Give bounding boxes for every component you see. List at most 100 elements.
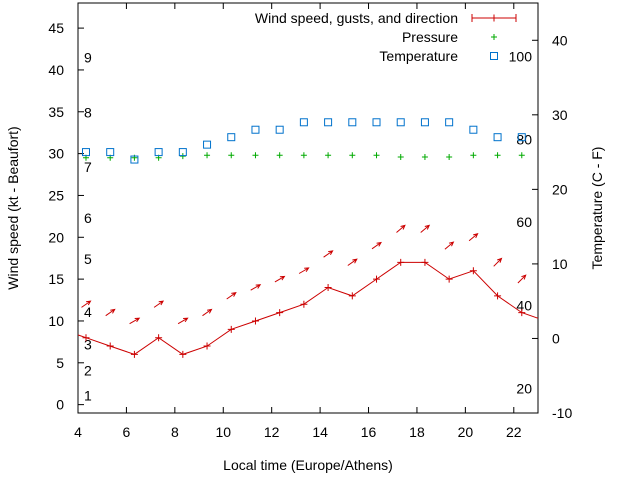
wind-speed-point xyxy=(179,350,187,358)
y-left-tick-label: 35 xyxy=(48,104,64,120)
beaufort-scale-label: 2 xyxy=(84,362,92,378)
gust-direction-arrow xyxy=(420,224,431,233)
wind-speed-point xyxy=(469,267,477,275)
beaufort-scale-label: 3 xyxy=(84,336,92,352)
fahrenheit-scale-label: 100 xyxy=(509,49,533,65)
wind-speed-point xyxy=(203,342,211,350)
legend-swatch-temperature xyxy=(490,52,498,60)
plot-area xyxy=(78,118,550,358)
fahrenheit-scale-label: 60 xyxy=(516,214,532,230)
wind-speed-point xyxy=(445,275,453,283)
pressure-point xyxy=(228,152,235,159)
gust-direction-arrow xyxy=(517,274,527,284)
y-right-tick-label: 30 xyxy=(552,107,568,123)
temperature-point xyxy=(81,148,90,157)
wind-speed-point xyxy=(155,334,163,342)
temperature-point xyxy=(275,125,284,134)
legend-label-wind: Wind speed, gusts, and direction xyxy=(255,10,458,26)
beaufort-scale-label: 4 xyxy=(84,304,92,320)
pressure-point xyxy=(300,152,307,159)
legend-label-temperature: Temperature xyxy=(379,48,458,64)
gust-direction-arrow xyxy=(493,257,503,267)
wind-speed-point xyxy=(276,309,284,317)
wind-speed-point xyxy=(227,325,235,333)
wind-speed-point xyxy=(397,258,405,266)
pressure-point xyxy=(397,153,404,160)
ticks-layer: 4 6 8 10 12 14 16 18 20 22051015202530354045-1001… xyxy=(48,3,572,440)
gust-direction-arrow xyxy=(105,308,116,317)
temperature-point xyxy=(130,155,139,164)
y-left-tick-label: 45 xyxy=(48,20,64,36)
fahrenheit-scale-label: 80 xyxy=(516,131,532,147)
x-tick-label: 10 xyxy=(215,424,231,440)
temperature-point xyxy=(251,125,260,134)
y-left-tick-label: 25 xyxy=(48,187,64,203)
gust-direction-arrow xyxy=(396,224,406,233)
temperature-point xyxy=(227,133,236,142)
x-tick-label: 4 xyxy=(74,424,82,440)
x-tick-label: 6 xyxy=(123,424,131,440)
x-axis-label: Local time (Europe/Athens) xyxy=(223,457,393,473)
temperature-point xyxy=(372,118,381,127)
temperature-point xyxy=(348,118,357,127)
temperature-point xyxy=(469,125,478,134)
x-tick-label: 12 xyxy=(264,424,280,440)
wind-speed-point xyxy=(324,283,332,291)
pressure-point xyxy=(470,152,477,159)
y-left-tick-label: 20 xyxy=(48,229,64,245)
wind-speed-point xyxy=(251,317,259,325)
temperature-point xyxy=(420,118,429,127)
fahrenheit-scale-label: 40 xyxy=(516,298,532,314)
temperature-point xyxy=(106,148,115,157)
wind-speed-point xyxy=(373,275,381,283)
pressure-point xyxy=(494,152,501,159)
x-tick-label: 16 xyxy=(361,424,377,440)
fahrenheit-scale-label: 20 xyxy=(516,380,532,396)
temperature-point xyxy=(493,133,502,142)
gust-direction-arrow xyxy=(444,241,455,250)
y-right-tick-label: 40 xyxy=(552,32,568,48)
y-left-tick-label: 0 xyxy=(56,397,64,413)
pressure-point xyxy=(518,152,525,159)
wind-speed-point xyxy=(106,342,114,350)
gust-direction-arrow xyxy=(153,300,165,308)
beaufort-scale-label: 7 xyxy=(84,159,92,175)
pressure-point xyxy=(179,153,186,160)
temperature-point xyxy=(203,140,212,149)
y-right-tick-label: -10 xyxy=(552,405,572,421)
wind-speed-point xyxy=(300,300,308,308)
x-tick-label: 18 xyxy=(409,424,425,440)
beaufort-scale-label: 5 xyxy=(84,251,92,267)
y-axis-label-left: Wind speed (kt - Beaufort) xyxy=(5,126,21,289)
gust-direction-arrow xyxy=(226,292,237,300)
legend-swatch-pressure xyxy=(491,34,497,40)
y-left-tick-label: 10 xyxy=(48,313,64,329)
y-left-tick-label: 5 xyxy=(56,355,64,371)
y-left-tick-label: 30 xyxy=(48,146,64,162)
beaufort-scale-label: 6 xyxy=(84,210,92,226)
temperature-point xyxy=(517,133,526,142)
pressure-point xyxy=(252,152,259,159)
temperature-point xyxy=(396,118,405,127)
pressure-point xyxy=(421,153,428,160)
pressure-point xyxy=(373,152,380,159)
wind-speed-point xyxy=(82,334,90,342)
x-tick-label: 20 xyxy=(458,424,474,440)
legend-swatch-wind xyxy=(471,14,517,22)
x-tick-label: 8 xyxy=(171,424,179,440)
pressure-point xyxy=(276,152,283,159)
gust-direction-arrow xyxy=(323,250,334,258)
temperature-point xyxy=(324,118,333,127)
pressure-point xyxy=(204,152,211,159)
y-left-tick-label: 40 xyxy=(48,62,64,78)
y-axis-label-right: Temperature (C - F) xyxy=(589,147,605,270)
temperature-point xyxy=(154,148,163,157)
wind-speed-point xyxy=(130,350,138,358)
x-tick-label: 22 xyxy=(506,424,522,440)
gust-direction-arrow xyxy=(177,317,189,325)
beaufort-scale-label: 1 xyxy=(84,387,92,403)
y-right-tick-label: 20 xyxy=(552,181,568,197)
gust-direction-arrow xyxy=(542,284,550,292)
series-layer xyxy=(78,118,550,358)
